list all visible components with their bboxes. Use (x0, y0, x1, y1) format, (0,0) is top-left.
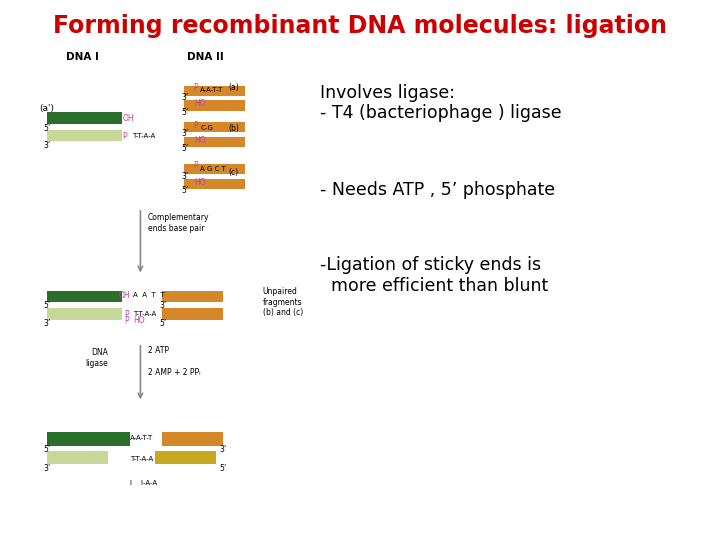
Text: T-T-A-A: T-T-A-A (133, 311, 156, 318)
Text: P: P (122, 132, 127, 140)
Bar (184, 164, 245, 174)
Text: P: P (193, 161, 197, 170)
Text: - Needs ATP , 5’ phosphate: - Needs ATP , 5’ phosphate (320, 181, 556, 199)
Bar (162, 291, 223, 302)
Text: 5’: 5’ (181, 108, 189, 117)
Text: 5’: 5’ (181, 144, 189, 153)
Text: 3’: 3’ (160, 301, 167, 309)
Text: Complementary
ends base pair: Complementary ends base pair (148, 213, 209, 233)
Text: 5’: 5’ (220, 464, 227, 472)
Text: OH: OH (122, 114, 134, 123)
Text: A-A-T-T: A-A-T-T (200, 87, 223, 93)
Text: 3’: 3’ (43, 464, 50, 472)
Bar (162, 432, 223, 445)
Text: HO: HO (194, 136, 206, 145)
Bar (184, 179, 245, 189)
Text: 3’: 3’ (43, 320, 50, 328)
Text: T-T-A-A: T-T-A-A (130, 456, 153, 462)
Text: 5’: 5’ (43, 445, 50, 454)
Text: A-A-T-T: A-A-T-T (130, 435, 153, 442)
Text: 2 ATP: 2 ATP (148, 346, 168, 355)
Bar (155, 451, 216, 464)
Text: P: P (125, 310, 129, 319)
Text: 5’: 5’ (43, 301, 50, 309)
Text: HO: HO (194, 178, 206, 187)
Text: I    I-A-A: I I-A-A (130, 480, 157, 487)
Text: 2 AMP + 2 PPᵢ: 2 AMP + 2 PPᵢ (148, 368, 200, 377)
Text: 3’: 3’ (181, 172, 189, 180)
Text: (b): (b) (228, 124, 239, 133)
Text: 3’: 3’ (220, 445, 227, 454)
Bar (184, 86, 245, 96)
Bar (47, 451, 108, 464)
Text: DNA I: DNA I (66, 52, 99, 62)
Text: (a): (a) (228, 83, 239, 92)
Text: HO: HO (133, 316, 145, 325)
Text: HO: HO (194, 99, 206, 108)
Bar (47, 291, 122, 302)
Bar (47, 112, 122, 124)
Text: 5’: 5’ (43, 124, 50, 133)
Bar (47, 308, 122, 320)
Text: C-G: C-G (200, 125, 213, 131)
Text: T-T-A-A: T-T-A-A (132, 133, 155, 139)
Text: A  A  T  T: A A T T (133, 292, 165, 299)
Text: Forming recombinant DNA molecules: ligation: Forming recombinant DNA molecules: ligat… (53, 14, 667, 37)
Bar (184, 122, 245, 132)
Text: A G C T: A G C T (200, 166, 226, 172)
Text: 5’: 5’ (160, 320, 167, 328)
Bar (162, 308, 223, 320)
Bar (47, 130, 122, 141)
Text: 3’: 3’ (181, 93, 189, 102)
Text: 3’: 3’ (181, 130, 189, 138)
Bar (47, 432, 130, 445)
Text: DNA II: DNA II (186, 52, 224, 62)
Text: DNA
ligase: DNA ligase (85, 348, 108, 368)
Text: 5’: 5’ (181, 186, 189, 195)
Text: OH: OH (119, 291, 130, 300)
Text: 3’: 3’ (43, 141, 50, 150)
Text: -Ligation of sticky ends is
  more efficient than blunt: -Ligation of sticky ends is more efficie… (320, 256, 549, 295)
Text: P: P (193, 83, 197, 92)
Text: Unpaired
fragments
(b) and (c): Unpaired fragments (b) and (c) (263, 287, 303, 318)
Text: (a'): (a') (40, 104, 55, 112)
Text: P: P (193, 121, 197, 130)
Text: (c): (c) (228, 168, 238, 177)
Bar (184, 137, 245, 147)
Text: Involves ligase:
- T4 (bacteriophage ) ligase: Involves ligase: - T4 (bacteriophage ) l… (320, 84, 562, 123)
Bar (184, 100, 245, 111)
Text: P: P (125, 316, 129, 325)
